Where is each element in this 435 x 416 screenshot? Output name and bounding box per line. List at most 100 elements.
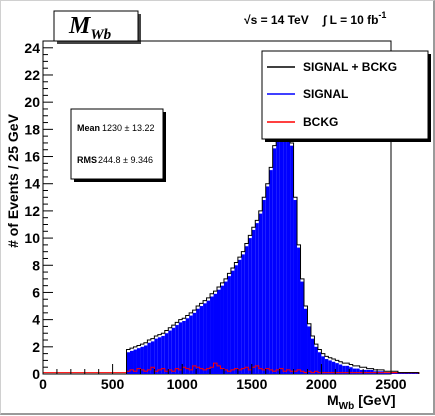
signal-bar [147,342,151,374]
histogram-layer [43,58,420,374]
signal-bar [401,372,405,374]
signal-bar [237,259,242,374]
signal-bar [203,303,207,374]
signal-bar [210,296,214,374]
header-lumi: ∫ L = 10 fb-1 [322,10,386,27]
signal-bar [314,346,318,374]
signal-bar [248,238,252,374]
signal-bar [366,369,371,374]
signal-bar [370,369,374,374]
signal-bar [234,265,238,374]
signal-bar [359,369,364,374]
signal-bar [227,276,231,374]
signal-bar [192,312,197,374]
signal-bar [293,200,298,374]
signal-bar [324,359,329,374]
signal-bar [140,346,144,374]
bckg-series-line [126,362,420,374]
total-series-line [126,58,420,374]
signal-bar [269,170,273,374]
signal-bar [297,247,301,374]
signal-bar [206,300,211,374]
signal-bar [161,335,165,374]
legend-label-bckg: BCKG [303,115,338,129]
chart-title: MWb [68,13,112,43]
signal-bar [130,350,134,374]
signal-bar [185,318,190,374]
signal-bar [391,372,395,374]
signal-bar [133,349,137,374]
legend-box [261,50,429,140]
stats-rms-value: 244.8 ± 9.346 [98,155,153,165]
signal-bar [265,186,270,374]
y-tick-label: 18 [24,121,40,137]
signal-bar [126,352,130,374]
signal-bar [272,148,277,374]
signal-bar [415,372,419,374]
signal-bar [276,118,280,374]
x-tick-label: 0 [39,376,47,392]
signal-bar [279,84,284,374]
x-axis-label: MWb [GeV] [327,392,396,412]
signal-bar [394,372,398,374]
y-tick-label: 16 [24,149,40,165]
y-tick-label: 22 [24,67,40,83]
signal-bar [387,372,391,374]
signal-bar [175,325,179,374]
y-axis-label: # of Events / 25 GeV [5,113,21,247]
signal-bar [258,213,263,374]
stats-mean-value: 1230 ± 13.22 [102,123,154,133]
signal-bar [328,360,332,374]
signal-bar [157,337,162,374]
y-tick-label: 12 [24,203,40,219]
signal-bar [321,356,325,374]
y-tick-label: 8 [32,257,40,273]
signal-bar [150,341,155,374]
signal-bar [136,348,141,374]
x-tick-label: 2500 [375,376,406,392]
x-tick-label: 2000 [306,376,337,392]
signal-bar [251,229,256,374]
stats-box [70,108,164,180]
signal-bar [154,338,158,374]
signal-bar [286,91,291,374]
signal-bar [408,372,412,374]
signal-bar [143,345,148,374]
signal-bar [397,372,402,374]
y-tick-label: 2 [32,339,40,355]
signal-bar [230,270,235,374]
signal-bar [335,363,339,374]
signal-bar [342,365,346,374]
signal-bar [255,223,259,374]
signal-bar [338,364,343,374]
signal-bar [217,289,221,374]
signal-bar [241,254,245,374]
y-tick-label: 24 [24,40,40,56]
signal-bar [307,326,311,374]
signal-bar [189,315,193,374]
signal-bar [262,200,266,374]
stats-rms-label: RMS [77,155,97,165]
signal-bar [304,308,308,374]
y-tick-label: 20 [24,94,40,110]
signal-bar [164,333,169,374]
signal-bar [384,372,388,374]
y-tick-label: 10 [24,230,40,246]
y-tick-label: 6 [32,284,40,300]
y-tick-label: 0 [32,366,40,382]
signal-bar [363,369,367,374]
signal-bar [331,361,336,374]
signal-bar [199,306,204,374]
signal-bar [283,61,287,374]
signal-bar [223,281,228,374]
signal-bar [404,372,409,374]
header-energy: √s = 14 TeV [244,13,309,27]
signal-bar [182,320,186,374]
signal-bar [310,338,315,374]
signal-bar [171,327,176,374]
signal-bar [352,368,357,374]
signal-bar [244,246,249,374]
x-tick-label: 500 [101,376,125,392]
